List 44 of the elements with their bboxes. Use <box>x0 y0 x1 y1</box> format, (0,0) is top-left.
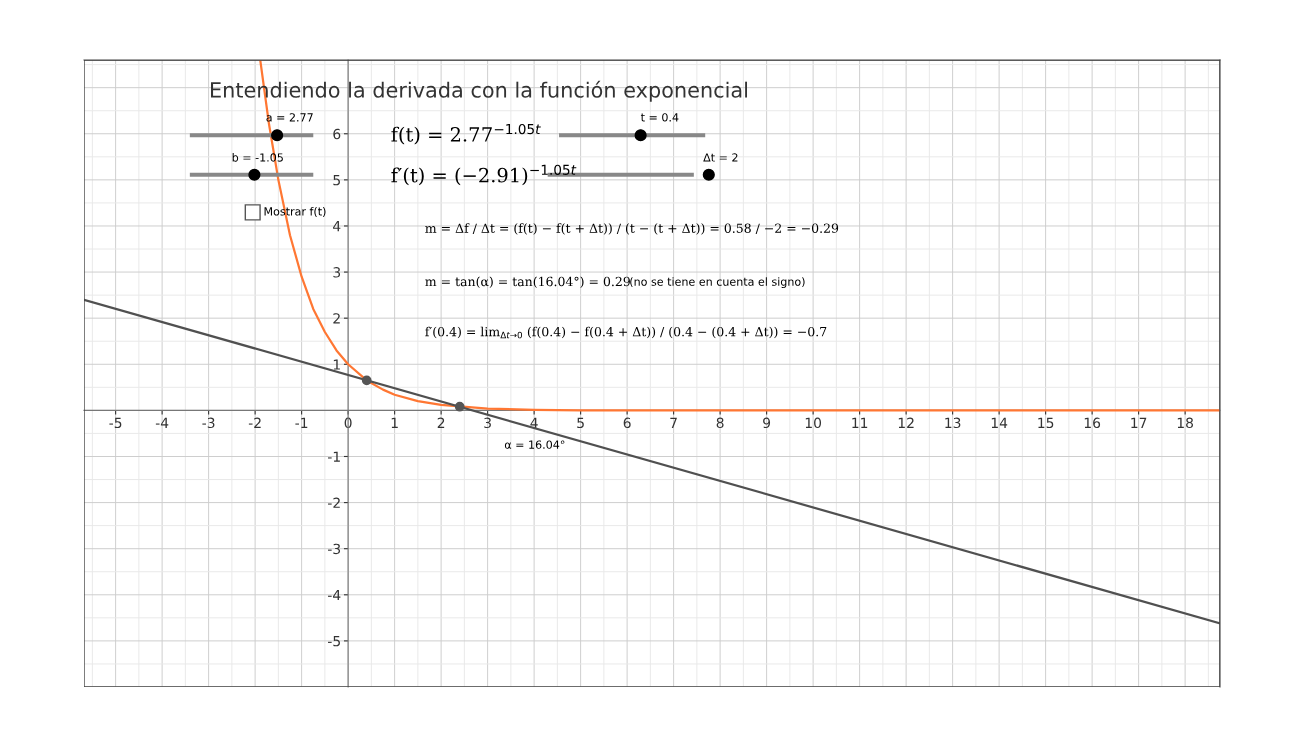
annotation: f′(0.4) = lim$_{Δt→0}$ (f(0.4) − f(0.4 + Δt)) / (0.4 − (0.4 + Δt)) = −0.7 <box>425 326 827 339</box>
annotation: α = 16.04° <box>504 440 565 449</box>
y-tick-label: -2 <box>328 497 340 508</box>
x-tick-label: 3 <box>484 417 491 429</box>
annotation: f(t) = 2.77$^{−1.05t}$ <box>391 123 541 145</box>
y-tick-label: 5 <box>333 175 340 186</box>
x-tick-label: -2 <box>248 417 261 428</box>
annotation: f′(t) = (−2.91)$^{−1.05t}$ <box>391 164 577 186</box>
x-tick-label: 1 <box>391 417 398 428</box>
y-tick-label: -1 <box>328 451 340 462</box>
x-tick-label: 9 <box>763 417 771 429</box>
y-tick-label: 2 <box>333 313 340 324</box>
x-tick-label: 6 <box>623 417 631 429</box>
x-tick-label: 14 <box>991 417 1008 428</box>
x-tick-label: 5 <box>577 417 584 429</box>
x-tick-label: 4 <box>530 417 538 428</box>
x-tick-label: 16 <box>1084 417 1101 429</box>
x-tick-label: 2 <box>437 417 445 428</box>
x-tick-label: -3 <box>202 417 215 429</box>
y-tick-label: 4 <box>333 221 341 232</box>
y-tick-label: -4 <box>328 589 341 601</box>
x-tick-label: 10 <box>805 417 822 429</box>
annotation: m = Δf / Δt = (f(t) − f(t + Δt)) / (t − (t + Δt)) = 0.58 / −2 = −0.29 <box>425 223 839 235</box>
x-tick-label: 17 <box>1131 417 1147 428</box>
x-tick-label: -1 <box>295 417 308 428</box>
y-tick-label: 1 <box>333 359 340 370</box>
y-tick-label: 3 <box>333 267 341 278</box>
annotation: t = 0.4 <box>640 113 679 122</box>
x-tick-label: -4 <box>155 417 169 428</box>
x-tick-label: 18 <box>1177 417 1194 429</box>
x-tick-label: 13 <box>945 417 961 429</box>
x-tick-label: 0 <box>344 417 352 429</box>
x-tick-label: 8 <box>716 417 724 429</box>
x-tick-label: 7 <box>670 417 677 428</box>
x-tick-label: 15 <box>1038 417 1054 429</box>
y-tick-label: 6 <box>333 128 341 140</box>
x-tick-label: -5 <box>109 417 122 429</box>
annotation: (no se tiene en cuenta el signo) <box>630 277 805 288</box>
x-tick-label: 11 <box>852 417 868 428</box>
y-tick-label: -3 <box>328 543 341 555</box>
annotation: m = tan(α) = tan(16.04°) = 0.29 <box>425 276 630 288</box>
x-tick-label: 12 <box>898 417 914 428</box>
annotation: Δt = 2 <box>703 153 738 162</box>
y-tick-label: -5 <box>328 636 340 647</box>
